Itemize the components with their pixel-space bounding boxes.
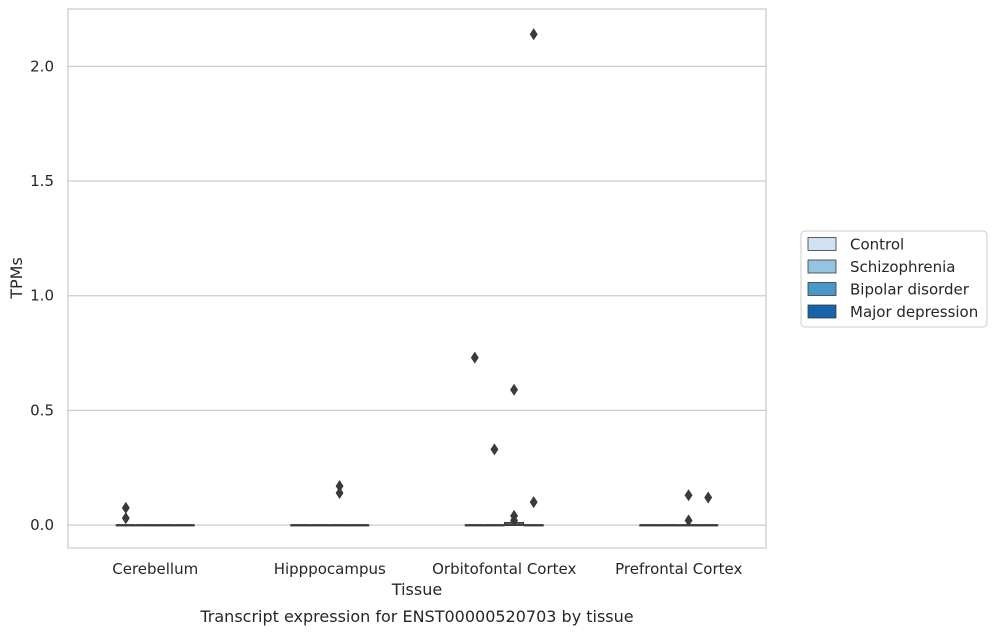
figure-caption: Transcript expression for ENST0000052070… (199, 607, 633, 626)
plot-frame (67, 8, 767, 549)
outlier-point (121, 512, 130, 525)
box-2-0 (464, 524, 485, 527)
box-layer (115, 522, 719, 527)
y-tick-label: 2.0 (30, 57, 54, 75)
legend: Control Schizophrenia Bipolar disorder Majo… (800, 230, 988, 328)
y-axis-title: TPMs (7, 257, 26, 300)
legend-frame (800, 230, 988, 328)
legend-swatch (807, 259, 837, 274)
x-tick-label: Cerebellum (112, 560, 198, 578)
y-tick-label: 1.0 (30, 287, 54, 305)
outlier-point (470, 351, 479, 364)
outlier-point (684, 514, 693, 527)
outlier-point (335, 480, 344, 493)
box-3-3 (698, 524, 719, 527)
outlier-point (684, 489, 693, 502)
outlier-layer (121, 28, 713, 527)
y-tick-label: 0.0 (30, 516, 54, 534)
y-tick-labels: 0.0 0.5 1.0 1.5 2.0 (30, 57, 54, 534)
legend-label: Schizophrenia (850, 258, 955, 276)
box-2-1 (484, 524, 505, 527)
box-0-1 (135, 524, 156, 527)
box-2-3 (523, 524, 544, 527)
box-3-0 (639, 524, 660, 527)
grid-lines (68, 65, 766, 526)
box-1-0 (290, 524, 311, 527)
box-0-2 (155, 524, 176, 527)
legend-label: Bipolar disorder (850, 281, 970, 299)
legend-label: Control (850, 236, 904, 254)
x-tick-label: Prefrontal Cortex (615, 560, 742, 578)
box-1-3 (349, 524, 370, 527)
outlier-point (121, 501, 130, 514)
outlier-point (704, 491, 713, 504)
y-tick-label: 1.5 (30, 172, 54, 190)
outlier-point (529, 28, 538, 41)
y-tick-label: 0.5 (30, 401, 54, 419)
x-tick-label: Hipppocampus (274, 560, 386, 578)
outlier-point (510, 509, 519, 522)
outlier-point (510, 383, 519, 396)
box-0-3 (174, 524, 195, 527)
legend-swatch (807, 282, 837, 296)
box-3-1 (658, 524, 680, 527)
legend-items: Control Schizophrenia Bipolar disorder Majo… (807, 236, 978, 321)
outlier-point (529, 496, 538, 509)
x-axis-title: Tissue (391, 580, 442, 599)
legend-swatch (807, 237, 837, 251)
outlier-point (335, 486, 344, 500)
outlier-point (490, 443, 499, 456)
legend-label: Major depression (850, 303, 978, 321)
x-tick-labels: Cerebellum Hipppocampus Orbitofontal Corte… (112, 560, 742, 578)
box-1-2 (329, 524, 350, 527)
x-tick-label: Orbitofontal Cortex (432, 560, 576, 578)
box-1-1 (309, 524, 330, 527)
box-0-0 (115, 524, 136, 527)
legend-swatch (807, 304, 837, 319)
